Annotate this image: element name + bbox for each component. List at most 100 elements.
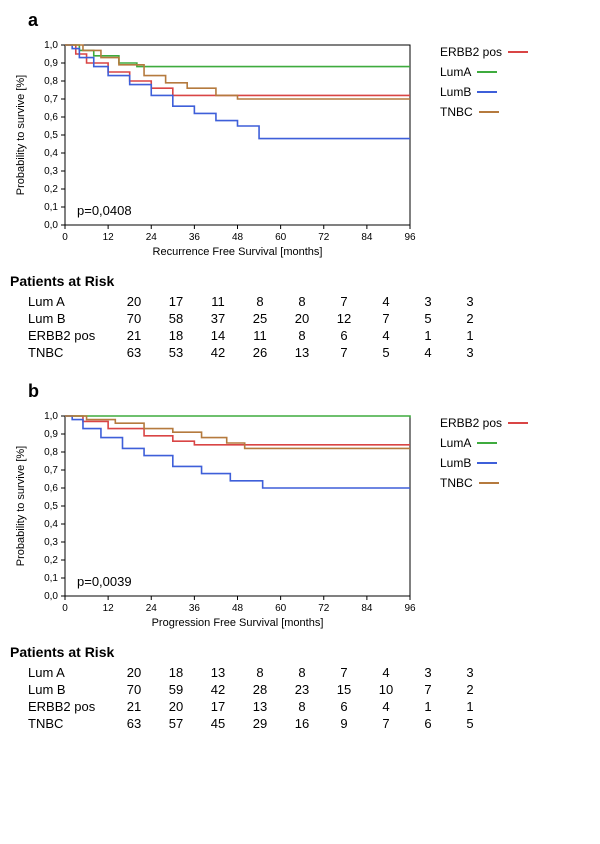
risk-cell: 8 (239, 293, 281, 310)
risk-cell: 5 (449, 715, 491, 732)
risk-cell: 3 (449, 293, 491, 310)
series-erbb2-pos (65, 416, 410, 445)
risk-cell: 25 (239, 310, 281, 327)
risk-cell: 4 (365, 698, 407, 715)
risk-table-a: Lum A201711887433Lum B705837252012752ERB… (10, 293, 491, 361)
legend-swatch (479, 111, 499, 113)
svg-text:0,8: 0,8 (44, 76, 58, 87)
risk-cell: 6 (407, 715, 449, 732)
risk-cell: 18 (155, 327, 197, 344)
svg-text:36: 36 (189, 232, 201, 243)
svg-text:Progression Free Survival [mon: Progression Free Survival [months] (152, 617, 324, 629)
series-luma (65, 45, 410, 67)
svg-text:0,4: 0,4 (44, 148, 58, 159)
risk-row-label: Lum A (10, 293, 113, 310)
svg-text:60: 60 (275, 603, 287, 614)
risk-cell: 1 (407, 327, 449, 344)
risk-cell: 8 (281, 664, 323, 681)
risk-cell: 58 (155, 310, 197, 327)
risk-cell: 13 (197, 664, 239, 681)
risk-cell: 7 (365, 310, 407, 327)
svg-text:0,0: 0,0 (44, 220, 58, 231)
svg-text:0,3: 0,3 (44, 166, 58, 177)
legend-label: TNBC (440, 105, 473, 119)
risk-cell: 13 (281, 344, 323, 361)
svg-text:1,0: 1,0 (44, 411, 58, 422)
risk-cell: 14 (197, 327, 239, 344)
legend-swatch (508, 422, 528, 424)
risk-cell: 2 (449, 310, 491, 327)
risk-row-label: TNBC (10, 715, 113, 732)
risk-cell: 3 (449, 344, 491, 361)
risk-cell: 70 (113, 681, 155, 698)
svg-text:0: 0 (62, 603, 68, 614)
svg-text:0,8: 0,8 (44, 447, 58, 458)
legend-label: LumA (440, 436, 471, 450)
legend-label: LumB (440, 85, 471, 99)
risk-cell: 9 (323, 715, 365, 732)
series-lumb (65, 416, 410, 488)
risk-title: Patients at Risk (10, 273, 590, 289)
series-tnbc (65, 416, 410, 448)
risk-cell: 20 (113, 664, 155, 681)
legend-item-luma: LumA (440, 436, 528, 450)
risk-cell: 29 (239, 715, 281, 732)
svg-text:Probability to survive [%]: Probability to survive [%] (15, 446, 27, 566)
risk-cell: 53 (155, 344, 197, 361)
svg-text:12: 12 (103, 232, 115, 243)
pvalue-text: p=0,0039 (77, 574, 132, 589)
risk-cell: 7 (365, 715, 407, 732)
risk-row-label: ERBB2 pos (10, 327, 113, 344)
svg-text:60: 60 (275, 232, 287, 243)
risk-table-b: Lum A201813887433Lum B7059422823151072ER… (10, 664, 491, 732)
legend: ERBB2 posLumALumBTNBC (440, 416, 528, 496)
risk-title: Patients at Risk (10, 644, 590, 660)
risk-cell: 7 (323, 344, 365, 361)
svg-text:0,5: 0,5 (44, 130, 58, 141)
risk-cell: 7 (323, 293, 365, 310)
risk-cell: 63 (113, 715, 155, 732)
series-luma (65, 416, 410, 418)
table-row: ERBB2 pos2118141186411 (10, 327, 491, 344)
risk-cell: 4 (365, 293, 407, 310)
svg-text:84: 84 (361, 232, 373, 243)
risk-cell: 42 (197, 344, 239, 361)
risk-cell: 3 (407, 293, 449, 310)
risk-cell: 28 (239, 681, 281, 698)
risk-cell: 23 (281, 681, 323, 698)
risk-cell: 7 (323, 664, 365, 681)
risk-row-label: Lum A (10, 664, 113, 681)
svg-text:0,1: 0,1 (44, 202, 58, 213)
table-row: Lum B7059422823151072 (10, 681, 491, 698)
legend-swatch (479, 482, 499, 484)
panel-a: a0,00,10,20,30,40,50,60,70,80,91,0012243… (10, 10, 590, 361)
table-row: ERBB2 pos2120171386411 (10, 698, 491, 715)
risk-cell: 20 (113, 293, 155, 310)
risk-cell: 6 (323, 327, 365, 344)
risk-cell: 12 (323, 310, 365, 327)
svg-text:0,7: 0,7 (44, 465, 58, 476)
table-row: TNBC63534226137543 (10, 344, 491, 361)
risk-cell: 21 (113, 327, 155, 344)
risk-cell: 11 (197, 293, 239, 310)
svg-text:0,6: 0,6 (44, 112, 58, 123)
svg-text:0: 0 (62, 232, 68, 243)
legend-item-erbb2-pos: ERBB2 pos (440, 45, 528, 59)
legend-swatch (477, 442, 497, 444)
svg-text:0,5: 0,5 (44, 501, 58, 512)
series-erbb2-pos (65, 45, 410, 95)
risk-cell: 8 (281, 327, 323, 344)
svg-text:Recurrence Free Survival [mont: Recurrence Free Survival [months] (153, 246, 323, 258)
risk-cell: 4 (365, 664, 407, 681)
risk-cell: 5 (365, 344, 407, 361)
svg-text:24: 24 (146, 232, 158, 243)
risk-cell: 3 (407, 664, 449, 681)
svg-text:0,2: 0,2 (44, 555, 58, 566)
legend-swatch (477, 71, 497, 73)
risk-row-label: Lum B (10, 681, 113, 698)
svg-text:72: 72 (318, 232, 330, 243)
risk-cell: 45 (197, 715, 239, 732)
legend-swatch (508, 51, 528, 53)
legend-label: ERBB2 pos (440, 45, 502, 59)
km-chart-a: 0,00,10,20,30,40,50,60,70,80,91,00122436… (10, 35, 430, 265)
